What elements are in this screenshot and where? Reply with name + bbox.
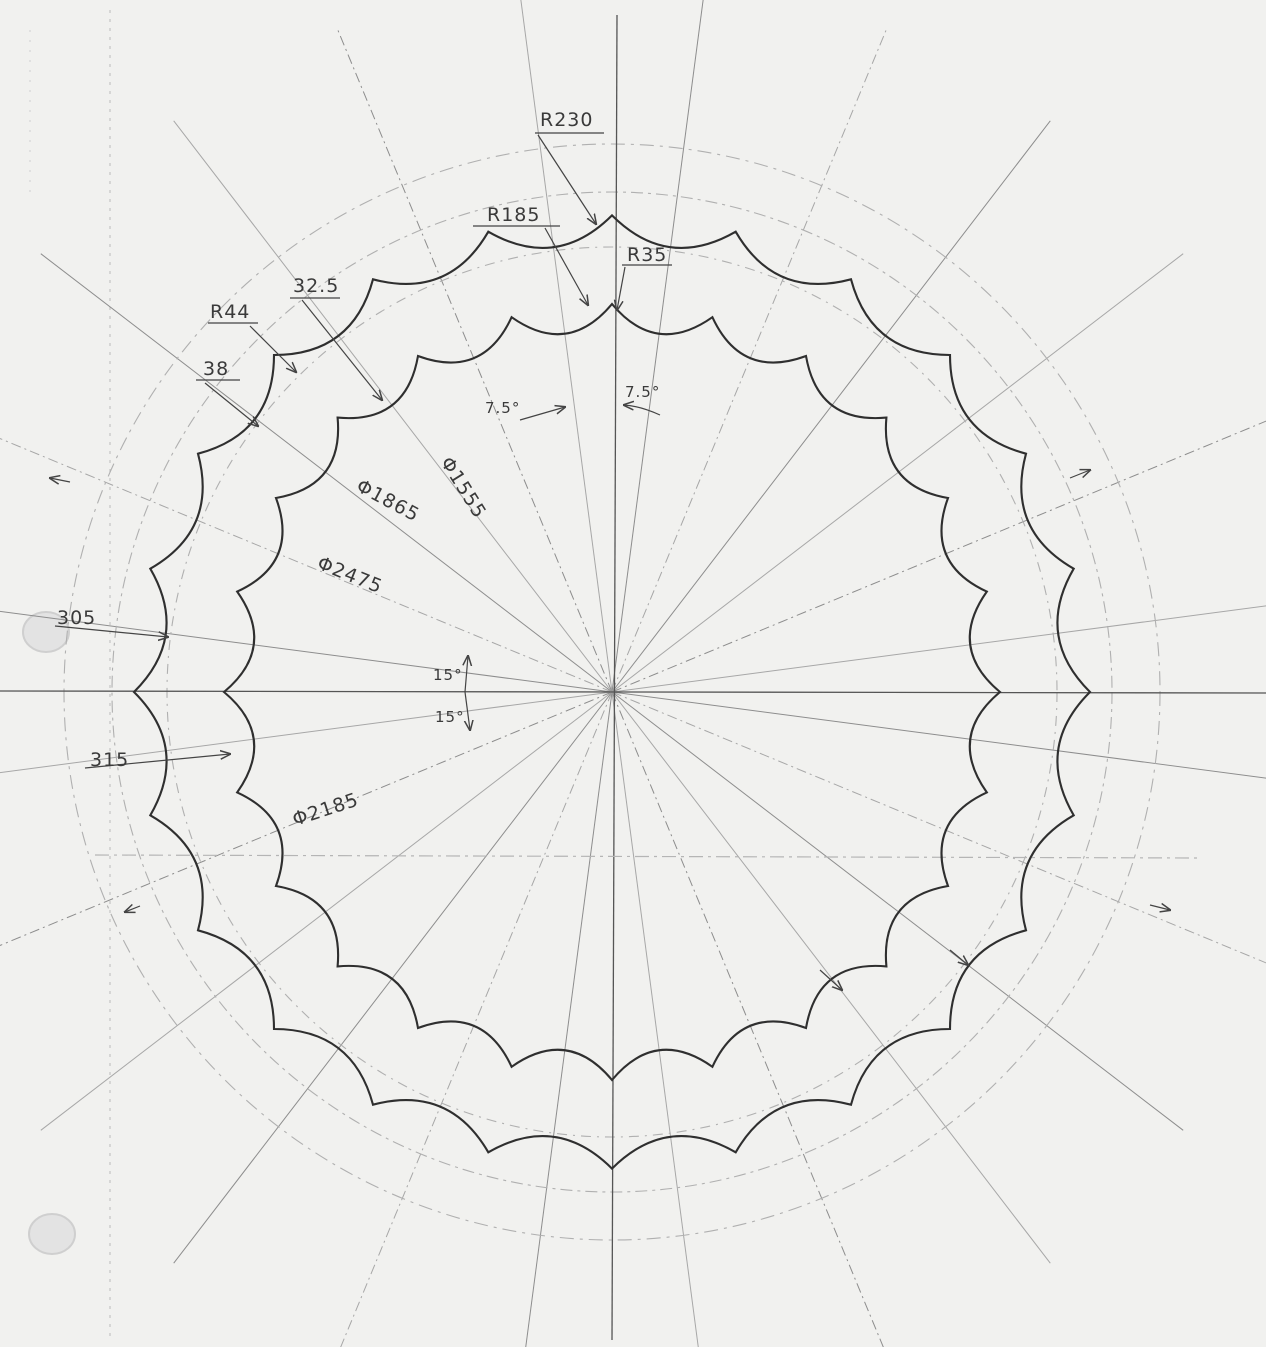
label-dia-2475: Φ2475 — [314, 552, 386, 598]
label-r35: R35 — [627, 244, 667, 266]
inner-scalloped-profile — [222, 302, 1002, 1082]
dimension-lines — [50, 132, 1170, 990]
binder-hole-top — [22, 611, 70, 653]
radial-line — [611, 691, 1266, 779]
radial-line — [611, 691, 1184, 1131]
label-angle-7-5-left: 7.5° — [485, 399, 520, 417]
label-315: 315 — [90, 749, 129, 771]
radial-line — [340, 691, 613, 1347]
horizontal-axis — [0, 690, 1266, 694]
lower-center-line — [94, 854, 1201, 859]
radial-line — [173, 691, 613, 1264]
label-r230: R230 — [540, 109, 593, 131]
radial-line — [611, 691, 1266, 964]
radial-line — [520, 0, 613, 693]
label-r44: R44 — [210, 301, 250, 323]
radial-line — [611, 691, 699, 1347]
label-angle-15-bottom: 15° — [435, 708, 465, 726]
label-38: 38 — [203, 358, 229, 380]
label-dia-2185: Φ2185 — [290, 789, 362, 831]
radial-line — [40, 253, 613, 693]
radial-line — [40, 691, 613, 1131]
radial-line — [611, 120, 1051, 693]
radial-line — [611, 691, 1051, 1264]
radial-line — [0, 691, 613, 774]
label-305: 305 — [57, 607, 96, 629]
vertical-axis — [611, 14, 618, 1341]
binder-hole-bottom — [28, 1213, 76, 1255]
label-32-5: 32.5 — [293, 275, 339, 297]
radial-line — [0, 610, 613, 693]
radial-line — [525, 691, 613, 1347]
construction-circle — [63, 143, 1161, 1241]
label-dia-1555: Φ1555 — [436, 453, 491, 523]
radial-line — [611, 420, 1266, 693]
construction-circle — [166, 246, 1058, 1138]
label-angle-15-top: 15° — [433, 666, 463, 684]
label-r185: R185 — [487, 204, 540, 226]
radial-line — [611, 26, 888, 693]
radial-line — [173, 120, 613, 693]
radial-line — [611, 253, 1184, 693]
radial-line — [611, 691, 884, 1347]
radial-line — [611, 605, 1266, 693]
label-angle-7-5-right: 7.5° — [625, 383, 660, 401]
outer-scalloped-profile — [132, 213, 1092, 1171]
radial-line — [611, 0, 704, 693]
